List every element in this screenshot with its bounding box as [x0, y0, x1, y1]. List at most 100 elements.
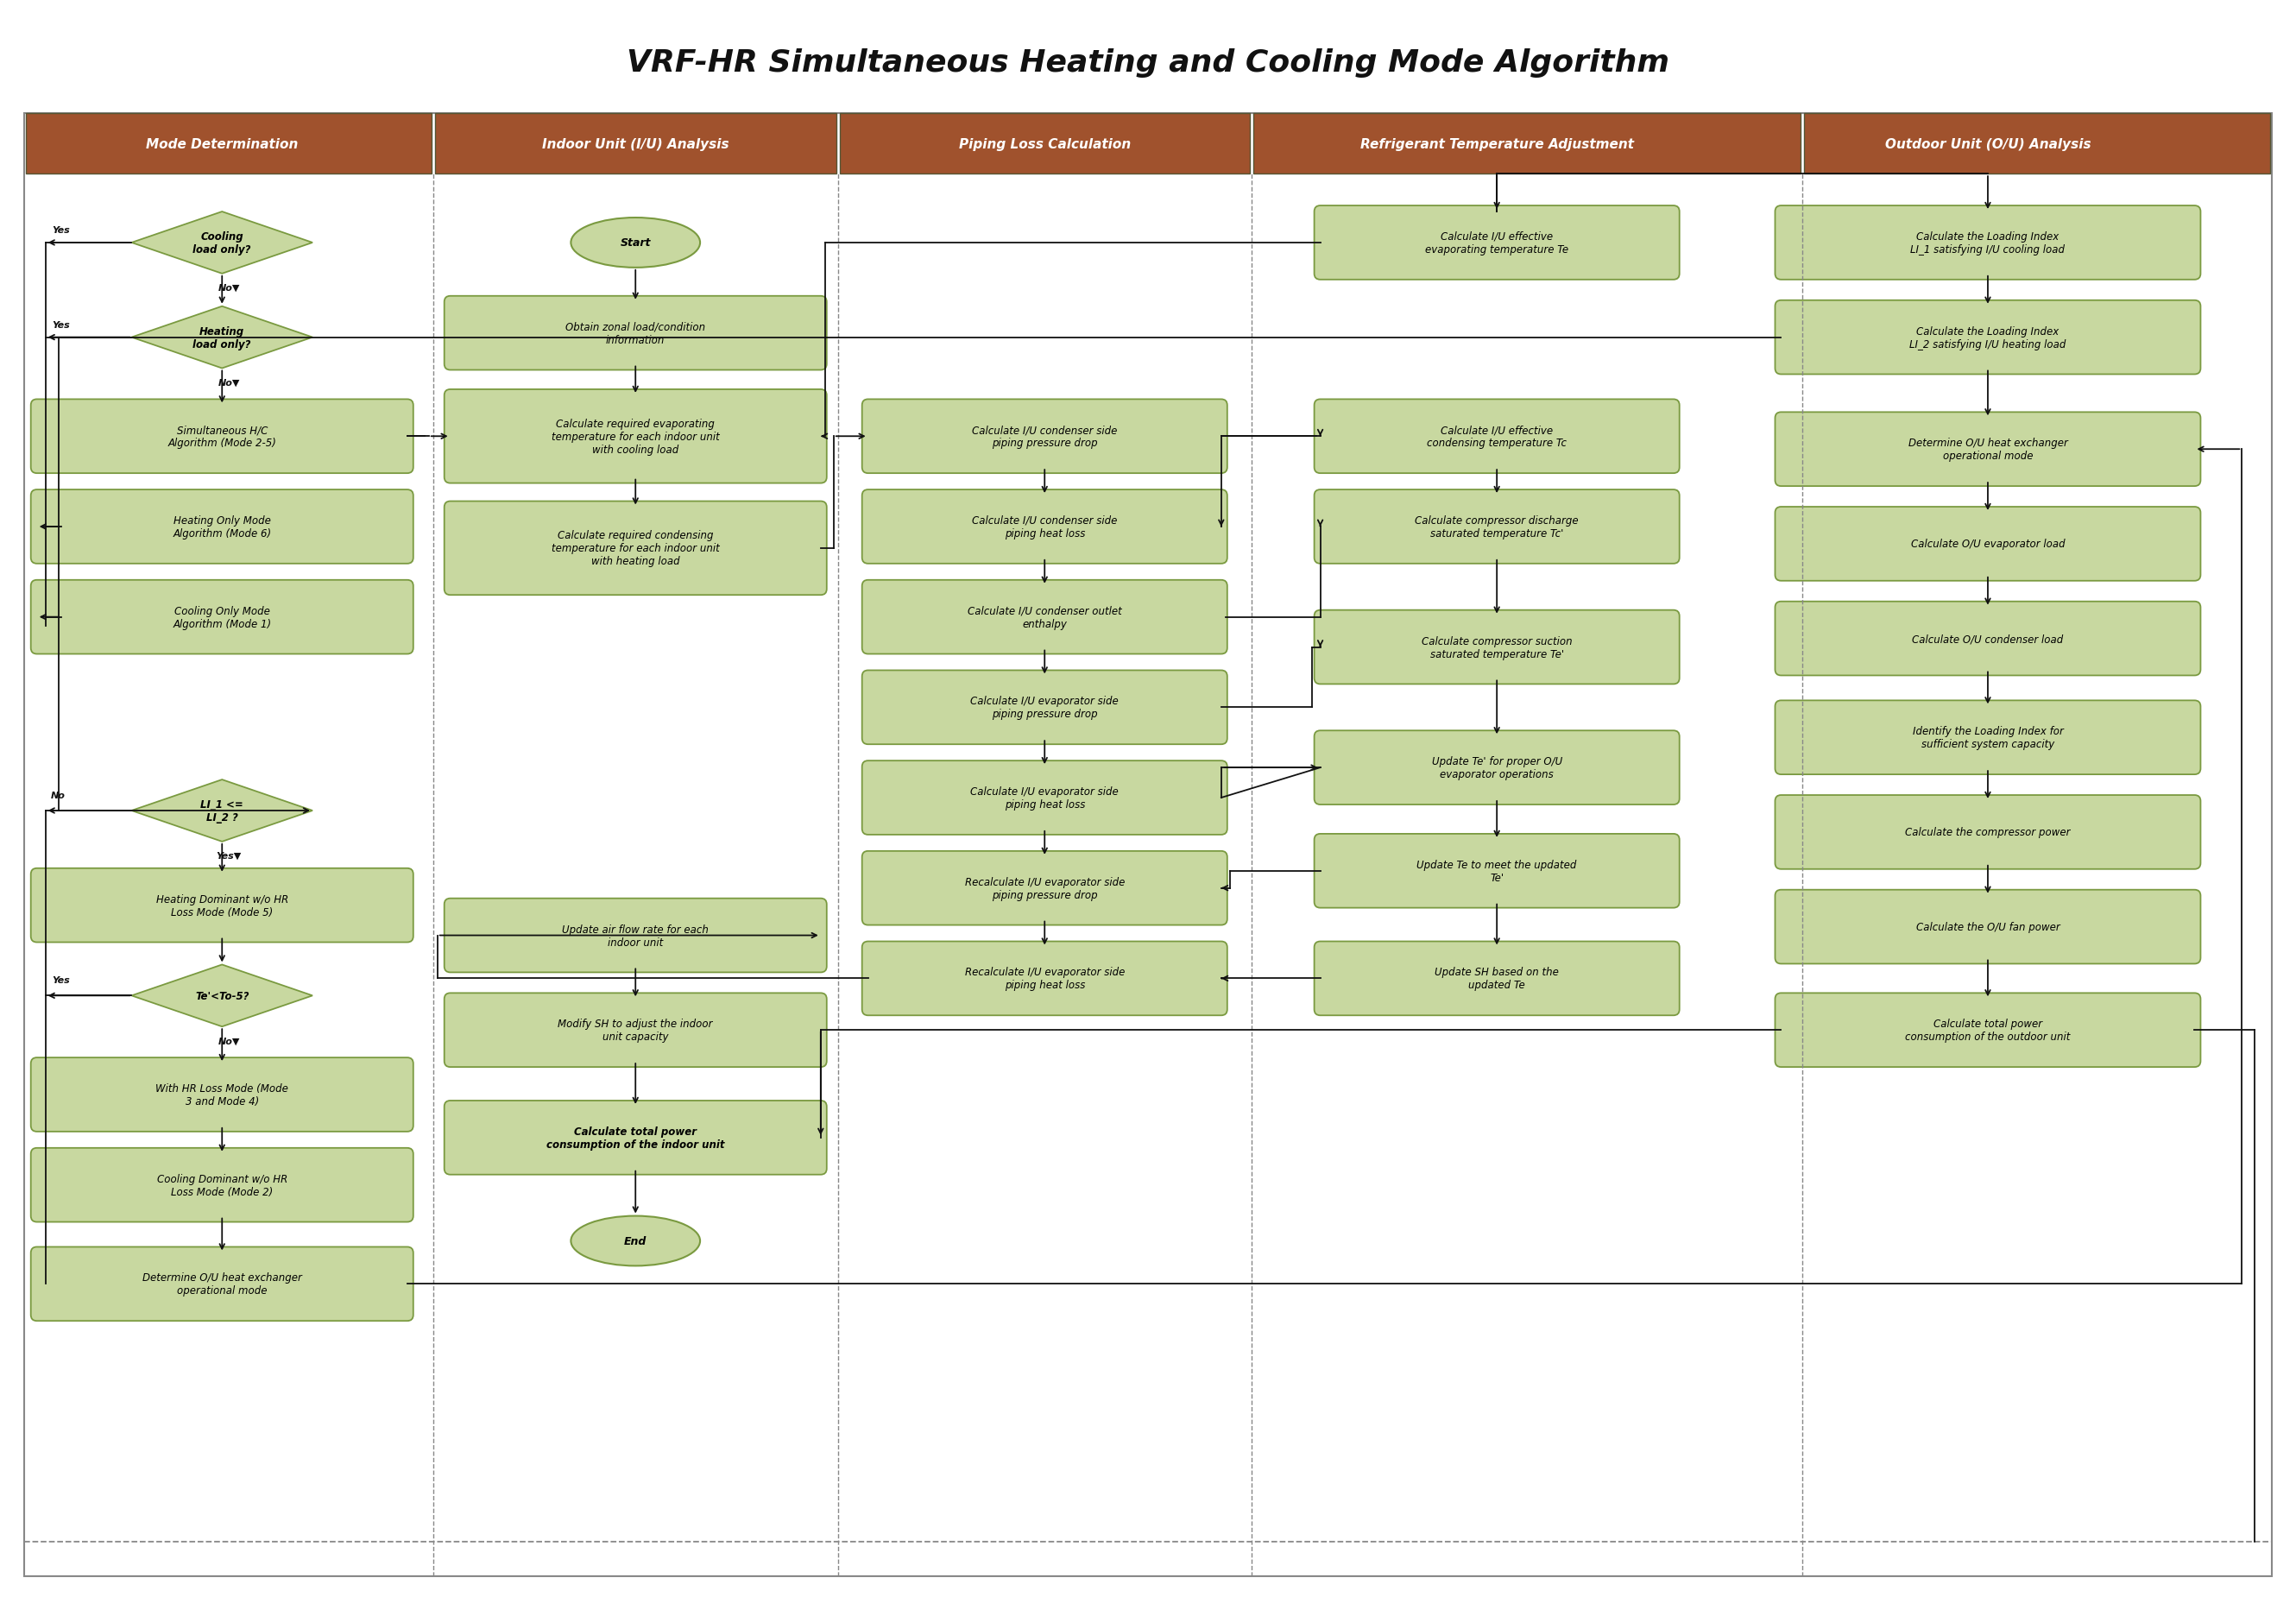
FancyBboxPatch shape: [30, 1247, 413, 1321]
FancyBboxPatch shape: [443, 389, 827, 484]
Text: Heating
load only?: Heating load only?: [193, 325, 250, 349]
Text: Calculate I/U evaporator side
piping heat loss: Calculate I/U evaporator side piping hea…: [971, 785, 1118, 809]
FancyBboxPatch shape: [1313, 399, 1678, 473]
Text: Calculate I/U effective
condensing temperature Tc: Calculate I/U effective condensing tempe…: [1426, 425, 1566, 449]
Text: No: No: [51, 792, 67, 800]
Text: Yes: Yes: [53, 977, 69, 985]
Text: Calculate required condensing
temperature for each indoor unit
with heating load: Calculate required condensing temperatur…: [551, 529, 719, 566]
FancyBboxPatch shape: [25, 114, 432, 174]
Text: Update Te' for proper O/U
evaporator operations: Update Te' for proper O/U evaporator ope…: [1433, 756, 1561, 780]
Text: Determine O/U heat exchanger
operational mode: Determine O/U heat exchanger operational…: [142, 1273, 301, 1297]
Text: VRF-HR Simultaneous Heating and Cooling Mode Algorithm: VRF-HR Simultaneous Heating and Cooling …: [627, 48, 1669, 77]
Polygon shape: [131, 780, 312, 842]
Text: Calculate O/U evaporator load: Calculate O/U evaporator load: [1910, 539, 2064, 550]
FancyBboxPatch shape: [1775, 507, 2200, 581]
Text: Calculate compressor suction
saturated temperature Te': Calculate compressor suction saturated t…: [1421, 636, 1573, 660]
Text: Update SH based on the
updated Te: Update SH based on the updated Te: [1435, 967, 1559, 991]
FancyBboxPatch shape: [1775, 301, 2200, 375]
Polygon shape: [131, 212, 312, 274]
Text: Yes: Yes: [53, 320, 69, 330]
Text: Calculate I/U condenser outlet
enthalpy: Calculate I/U condenser outlet enthalpy: [967, 605, 1123, 629]
FancyBboxPatch shape: [1313, 941, 1678, 1015]
Text: No▼: No▼: [218, 378, 239, 386]
Text: Obtain zonal load/condition
information: Obtain zonal load/condition information: [565, 322, 705, 346]
Text: Calculate I/U condenser side
piping heat loss: Calculate I/U condenser side piping heat…: [971, 515, 1118, 539]
Text: Modify SH to adjust the indoor
unit capacity: Modify SH to adjust the indoor unit capa…: [558, 1018, 714, 1043]
Text: Update Te to meet the updated
Te': Update Te to meet the updated Te': [1417, 859, 1577, 883]
Text: Recalculate I/U evaporator side
piping pressure drop: Recalculate I/U evaporator side piping p…: [964, 877, 1125, 901]
Text: Calculate the Loading Index
LI_1 satisfying I/U cooling load: Calculate the Loading Index LI_1 satisfy…: [1910, 232, 2064, 256]
Text: Calculate required evaporating
temperature for each indoor unit
with cooling loa: Calculate required evaporating temperatu…: [551, 418, 719, 455]
FancyBboxPatch shape: [1775, 890, 2200, 964]
Text: Heating Dominant w/o HR
Loss Mode (Mode 5): Heating Dominant w/o HR Loss Mode (Mode …: [156, 893, 289, 917]
FancyBboxPatch shape: [1313, 491, 1678, 565]
Text: Calculate compressor discharge
saturated temperature Tc': Calculate compressor discharge saturated…: [1414, 515, 1580, 539]
Text: Calculate the O/U fan power: Calculate the O/U fan power: [1915, 922, 2060, 933]
FancyBboxPatch shape: [861, 761, 1228, 835]
FancyBboxPatch shape: [443, 296, 827, 370]
FancyBboxPatch shape: [1313, 833, 1678, 907]
FancyBboxPatch shape: [30, 581, 413, 655]
FancyBboxPatch shape: [1775, 412, 2200, 486]
FancyBboxPatch shape: [443, 993, 827, 1067]
Text: No▼: No▼: [218, 1036, 239, 1044]
FancyBboxPatch shape: [30, 399, 413, 473]
Text: Start: Start: [620, 238, 650, 249]
Ellipse shape: [572, 1216, 700, 1266]
Text: Simultaneous H/C
Algorithm (Mode 2-5): Simultaneous H/C Algorithm (Mode 2-5): [168, 425, 276, 449]
Text: Identify the Loading Index for
sufficient system capacity: Identify the Loading Index for sufficien…: [1913, 726, 2064, 750]
Text: Calculate I/U evaporator side
piping pressure drop: Calculate I/U evaporator side piping pre…: [971, 695, 1118, 719]
FancyBboxPatch shape: [840, 114, 1249, 174]
Text: Determine O/U heat exchanger
operational mode: Determine O/U heat exchanger operational…: [1908, 438, 2069, 462]
FancyBboxPatch shape: [1313, 206, 1678, 280]
FancyBboxPatch shape: [861, 941, 1228, 1015]
FancyBboxPatch shape: [861, 851, 1228, 925]
Ellipse shape: [572, 219, 700, 269]
FancyBboxPatch shape: [443, 502, 827, 595]
Text: Calculate total power
consumption of the outdoor unit: Calculate total power consumption of the…: [1906, 1018, 2071, 1043]
Text: No▼: No▼: [218, 283, 239, 293]
FancyBboxPatch shape: [30, 1057, 413, 1131]
Text: LI_1 <=
LI_2 ?: LI_1 <= LI_2 ?: [200, 800, 243, 824]
Text: Piping Loss Calculation: Piping Loss Calculation: [960, 138, 1130, 151]
Text: Refrigerant Temperature Adjustment: Refrigerant Temperature Adjustment: [1359, 138, 1635, 151]
Text: Indoor Unit (I/U) Analysis: Indoor Unit (I/U) Analysis: [542, 138, 730, 151]
Text: Calculate I/U effective
evaporating temperature Te: Calculate I/U effective evaporating temp…: [1426, 232, 1568, 256]
Text: Cooling Only Mode
Algorithm (Mode 1): Cooling Only Mode Algorithm (Mode 1): [172, 605, 271, 629]
Text: Cooling
load only?: Cooling load only?: [193, 232, 250, 256]
Polygon shape: [131, 965, 312, 1027]
FancyBboxPatch shape: [30, 869, 413, 943]
Text: Cooling Dominant w/o HR
Loss Mode (Mode 2): Cooling Dominant w/o HR Loss Mode (Mode …: [156, 1173, 287, 1197]
FancyBboxPatch shape: [1775, 795, 2200, 869]
FancyBboxPatch shape: [861, 581, 1228, 655]
Text: Recalculate I/U evaporator side
piping heat loss: Recalculate I/U evaporator side piping h…: [964, 967, 1125, 991]
Text: With HR Loss Mode (Mode
3 and Mode 4): With HR Loss Mode (Mode 3 and Mode 4): [156, 1083, 289, 1107]
FancyBboxPatch shape: [1254, 114, 1800, 174]
FancyBboxPatch shape: [443, 899, 827, 973]
FancyBboxPatch shape: [443, 1101, 827, 1175]
FancyBboxPatch shape: [30, 491, 413, 565]
FancyBboxPatch shape: [1775, 702, 2200, 776]
FancyBboxPatch shape: [1775, 993, 2200, 1067]
Text: Mode Determination: Mode Determination: [147, 138, 298, 151]
Text: End: End: [625, 1236, 647, 1247]
FancyBboxPatch shape: [1313, 730, 1678, 804]
Text: Yes: Yes: [53, 225, 69, 235]
FancyBboxPatch shape: [1775, 206, 2200, 280]
Text: Update air flow rate for each
indoor unit: Update air flow rate for each indoor uni…: [563, 924, 709, 948]
Text: Heating Only Mode
Algorithm (Mode 6): Heating Only Mode Algorithm (Mode 6): [172, 515, 271, 539]
FancyBboxPatch shape: [434, 114, 836, 174]
FancyBboxPatch shape: [1775, 602, 2200, 676]
Text: Yes▼: Yes▼: [216, 851, 241, 859]
Text: Calculate I/U condenser side
piping pressure drop: Calculate I/U condenser side piping pres…: [971, 425, 1118, 449]
FancyBboxPatch shape: [861, 671, 1228, 745]
FancyBboxPatch shape: [861, 491, 1228, 565]
Text: Calculate O/U condenser load: Calculate O/U condenser load: [1913, 634, 2064, 645]
Polygon shape: [131, 307, 312, 368]
Text: Calculate the Loading Index
LI_2 satisfying I/U heating load: Calculate the Loading Index LI_2 satisfy…: [1910, 325, 2066, 349]
FancyBboxPatch shape: [1805, 114, 2271, 174]
FancyBboxPatch shape: [30, 1149, 413, 1223]
Text: Outdoor Unit (O/U) Analysis: Outdoor Unit (O/U) Analysis: [1885, 138, 2092, 151]
FancyBboxPatch shape: [1313, 610, 1678, 684]
Text: Calculate the compressor power: Calculate the compressor power: [1906, 827, 2071, 838]
